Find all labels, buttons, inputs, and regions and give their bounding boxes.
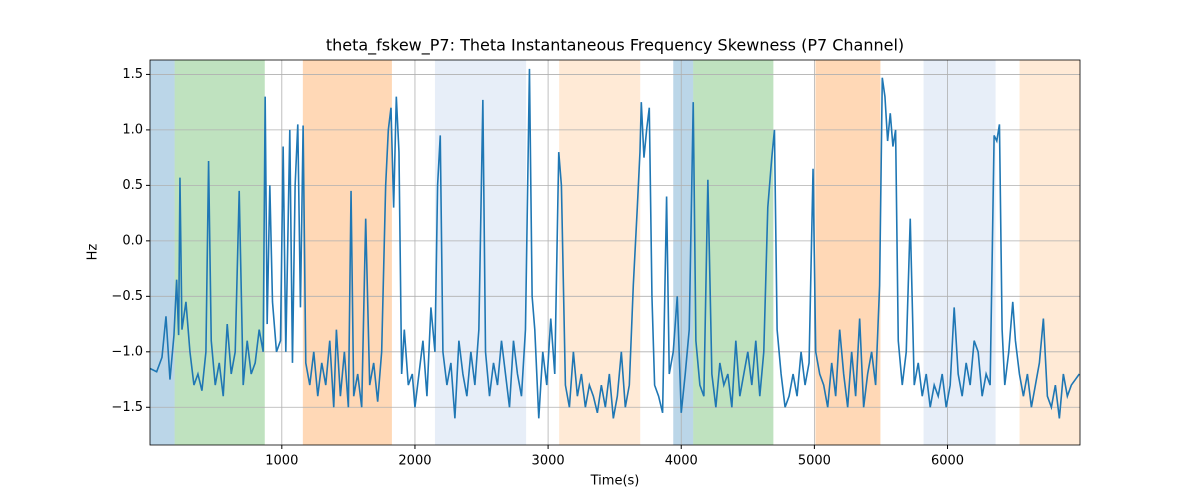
span xyxy=(1019,60,1080,445)
span xyxy=(302,60,392,445)
y-tick-label: −1.5 xyxy=(111,400,143,415)
x-tick-label: 3000 xyxy=(532,454,565,469)
line xyxy=(150,68,1080,419)
chart-title: theta_fskew_P7: Theta Instantaneous Freq… xyxy=(326,36,904,56)
y-tick-label: 1.5 xyxy=(122,67,143,82)
x-tick-label: 6000 xyxy=(931,454,964,469)
x-tick-label: 1000 xyxy=(265,454,298,469)
x-tick-label: 2000 xyxy=(398,454,431,469)
x-axis-label: Time(s) xyxy=(590,474,640,489)
y-tick-label: −0.5 xyxy=(111,289,143,304)
y-tick-label: −1.0 xyxy=(111,344,143,359)
span xyxy=(815,60,881,445)
y-axis-label: Hz xyxy=(86,244,101,261)
x-tick-label: 4000 xyxy=(665,454,698,469)
y-tick-label: 0.5 xyxy=(122,178,143,193)
y-tick-label: 1.0 xyxy=(122,122,143,137)
span xyxy=(150,60,175,445)
span xyxy=(559,60,641,445)
x-tick-label: 5000 xyxy=(798,454,831,469)
y-tick-label: 0.0 xyxy=(122,233,143,248)
plot-frame xyxy=(149,59,1081,446)
span xyxy=(174,60,265,445)
